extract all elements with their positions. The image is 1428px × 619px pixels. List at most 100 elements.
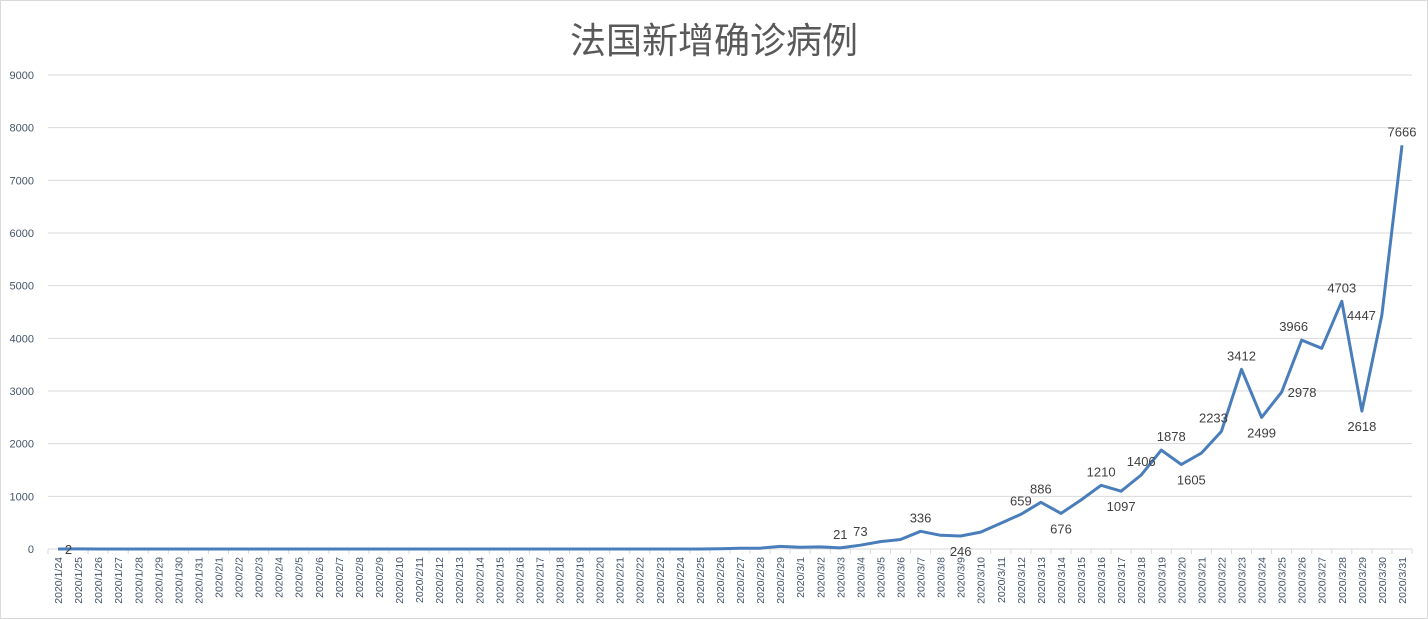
series-line [57,145,1404,551]
y-tick-label: 5000 [10,281,34,293]
y-tick-label: 1000 [10,491,34,503]
data-label: 3966 [1279,319,1308,334]
data-label: 21 [833,527,847,542]
x-tick-label: 2020/2/17 [534,557,546,604]
x-tick-label: 2020/2/26 [715,557,727,604]
data-label: 1605 [1177,472,1206,487]
x-tick-label: 2020/1/26 [93,557,105,604]
data-label: 4703 [1327,280,1356,295]
x-tick-label: 2020/3/24 [1257,557,1269,604]
x-tick-label: 2020/2/22 [635,557,647,604]
x-tick-label: 2020/2/16 [514,557,526,604]
x-tick-label: 2020/2/12 [434,557,446,604]
x-tick-label: 2020/3/19 [1156,557,1168,604]
x-tick-label: 2020/3/14 [1056,557,1068,604]
x-tick-label: 2020/2/2 [234,557,246,598]
x-tick-label: 2020/3/2 [815,557,827,598]
y-tick-label: 7000 [10,175,34,187]
x-tick-label: 2020/2/20 [595,557,607,604]
x-tick-label: 2020/3/30 [1377,557,1389,604]
x-tick-label: 2020/2/11 [414,557,426,603]
x-tick-label: 2020/3/18 [1136,557,1148,604]
data-label: 2 [65,542,72,557]
x-tick-label: 2020/2/29 [775,557,787,604]
x-tick-label: 2020/3/28 [1337,557,1349,604]
x-tick-label: 2020/1/30 [173,557,185,604]
x-tick-label: 2020/3/9 [956,557,968,598]
x-tick-label: 2020/2/19 [575,557,587,604]
x-tick-label: 2020/2/5 [294,557,306,598]
x-tick-label: 2020/2/15 [494,557,506,604]
data-label: 2499 [1247,425,1276,440]
chart-title: 法国新增确诊病例 [569,21,858,62]
x-tick-label: 2020/3/25 [1277,557,1289,604]
x-tick-label: 2020/3/16 [1096,557,1108,604]
x-tick-label: 2020/2/14 [474,557,486,604]
x-tick-label: 2020/3/31 [1397,557,1409,604]
x-tick-label: 2020/1/31 [193,557,205,604]
x-tick-label: 2020/3/1 [795,557,807,598]
x-tick-label: 2020/3/10 [976,557,988,604]
x-tick-label: 2020/2/10 [394,557,406,604]
data-label: 1097 [1107,499,1136,514]
data-label: 3412 [1227,348,1256,363]
x-tick-label: 2020/1/28 [133,557,145,604]
data-label: 2233 [1199,410,1228,425]
y-tick-label: 3000 [10,386,34,398]
x-tick-label: 2020/2/9 [374,557,386,598]
x-tick-label: 2020/3/11 [996,557,1008,603]
data-label: 659 [1010,493,1032,508]
x-tick-label: 2020/2/6 [314,557,326,598]
data-label: 886 [1030,481,1052,496]
x-tick-label: 2020/3/7 [916,557,928,598]
data-label: 246 [950,544,972,559]
data-label: 676 [1050,521,1072,536]
y-tick-label: 2000 [10,439,34,451]
data-label: 1210 [1087,464,1116,479]
y-tick-label: 9000 [10,70,34,82]
x-tick-label: 2020/3/6 [896,557,908,598]
x-tick-label: 2020/3/5 [875,557,887,598]
x-tick-label: 2020/2/24 [675,557,687,604]
data-label: 7666 [1388,124,1417,139]
data-label: 4447 [1347,308,1376,323]
x-tick-label: 2020/3/12 [1016,557,1028,604]
data-label: 2618 [1347,419,1376,434]
x-tick-label: 2020/3/21 [1196,557,1208,604]
y-tick-label: 4000 [10,333,34,345]
x-tick-label: 2020/3/27 [1317,557,1329,604]
x-tick-label: 2020/2/21 [615,557,627,604]
x-tick-label: 2020/3/20 [1176,557,1188,604]
x-tick-label: 2020/2/18 [555,557,567,604]
x-tick-label: 2020/1/29 [153,557,165,604]
data-label: 73 [853,524,867,539]
x-tick-label: 2020/1/25 [73,557,85,604]
x-tick-label: 2020/2/27 [735,557,747,604]
x-tick-label: 2020/3/22 [1216,557,1228,604]
x-tick-label: 2020/2/23 [655,557,667,604]
y-tick-label: 6000 [10,228,34,240]
x-tick-label: 2020/2/1 [214,557,226,598]
data-label: 336 [910,510,932,525]
x-tick-label: 2020/3/3 [835,557,847,598]
y-tick-label: 8000 [10,123,34,135]
x-tick-label: 2020/2/8 [354,557,366,598]
x-tick-label: 2020/3/26 [1297,557,1309,604]
x-tick-label: 2020/3/17 [1116,557,1128,604]
x-tick-label: 2020/1/24 [53,557,65,604]
data-label: 1406 [1127,454,1156,469]
x-tick-label: 2020/3/8 [936,557,948,598]
x-tick-label: 2020/1/27 [113,557,125,604]
x-tick-label: 2020/2/28 [755,557,767,604]
x-tick-label: 2020/2/25 [695,557,707,604]
x-tick-label: 2020/3/23 [1237,557,1249,604]
x-tick-label: 2020/3/29 [1357,557,1369,604]
data-label: 2978 [1288,385,1317,400]
y-tick-label: 0 [28,544,34,556]
x-tick-label: 2020/2/7 [334,557,346,598]
x-tick-label: 2020/2/4 [274,557,286,598]
x-tick-label: 2020/2/3 [254,557,266,598]
data-label: 1878 [1157,429,1186,444]
x-tick-label: 2020/3/15 [1076,557,1088,604]
